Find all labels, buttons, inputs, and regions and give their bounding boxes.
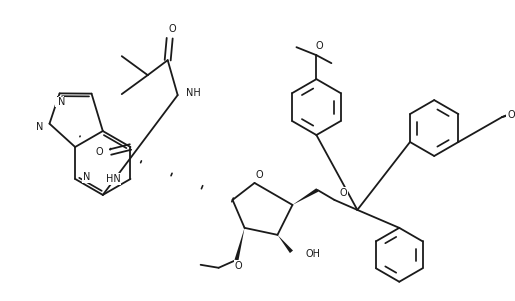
- Polygon shape: [278, 235, 293, 253]
- Text: O: O: [339, 188, 347, 198]
- Text: O: O: [507, 110, 514, 120]
- Polygon shape: [293, 188, 318, 205]
- Text: N: N: [83, 172, 91, 182]
- Text: O: O: [256, 170, 263, 180]
- Text: N: N: [58, 97, 65, 107]
- Text: NH: NH: [186, 88, 200, 98]
- Text: O: O: [316, 41, 323, 51]
- Text: O: O: [96, 147, 104, 157]
- Text: O: O: [169, 24, 177, 34]
- Text: HN: HN: [106, 174, 121, 184]
- Text: OH: OH: [305, 249, 320, 259]
- Text: N: N: [56, 96, 63, 106]
- Text: O: O: [235, 261, 243, 271]
- Text: N: N: [36, 122, 43, 132]
- Polygon shape: [235, 228, 245, 260]
